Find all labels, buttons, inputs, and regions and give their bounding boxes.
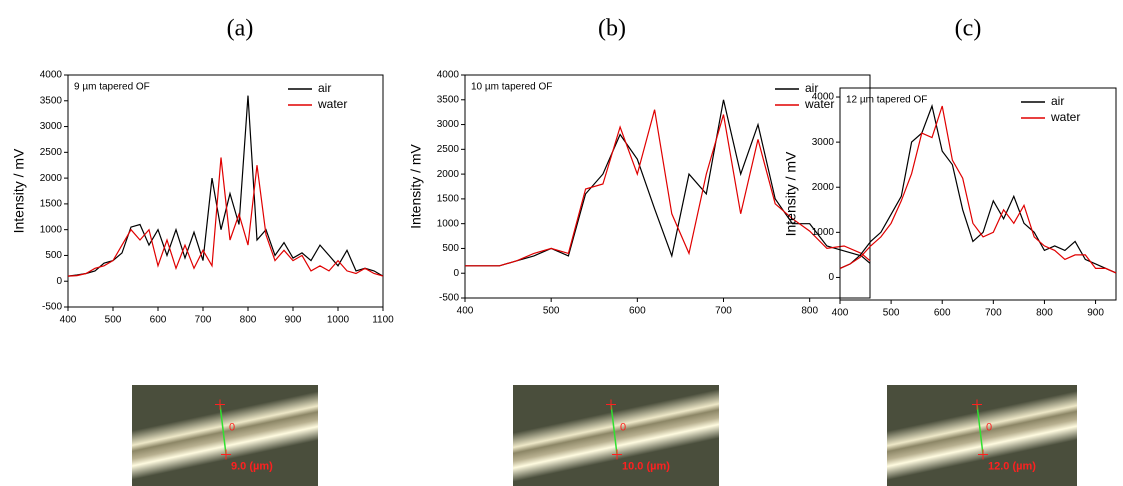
plot-frame [464,74,871,299]
y-tick-label: 1500 [40,199,63,210]
panel-label: (b) [598,16,626,42]
y-axis-title: Intensity / mV [11,148,27,233]
plot-frame [839,87,1117,301]
y-tick-label: 0 [453,268,459,279]
mask-right [318,380,378,486]
y-tick-label: -500 [439,293,459,304]
y-tick-label: 4000 [812,92,835,103]
marker-label: 0 [229,421,235,433]
y-tick-label: 2000 [812,182,835,193]
mask-left [72,380,132,486]
y-tick-label: 3500 [437,94,460,105]
marker-label: 0 [986,421,992,433]
x-tick-label: 500 [105,315,122,326]
scale-caption: 12.0 (µm) [988,460,1036,472]
panel-label: (c) [955,16,982,42]
x-tick-label: 900 [285,315,302,326]
measure-line [976,404,984,455]
x-tick-label: 800 [801,306,818,317]
legend-label: water [804,97,834,111]
scale-caption: 10.0 (µm) [622,460,670,472]
y-tick-label: 0 [828,272,834,283]
annotation: 9 µm tapered OF [74,82,150,93]
y-tick-label: 1000 [437,218,460,229]
mask-left [827,380,887,486]
y-tick-label: 2000 [437,169,460,180]
data-line [839,105,1117,274]
y-tick-label: 2500 [40,147,63,158]
y-tick-label: 3000 [437,119,460,130]
y-tick-label: 1500 [437,194,460,205]
annotation: 12 µm tapered OF [846,95,927,106]
y-tick-label: 500 [442,243,459,254]
x-tick-label: 400 [457,306,474,317]
mask-right [719,380,779,486]
x-tick-label: 900 [1087,308,1104,319]
data-line [465,99,871,267]
y-tick-label: 3000 [40,121,63,132]
data-line [67,157,384,277]
fiber [89,384,361,486]
measure-line [219,404,227,455]
fiber [844,383,1120,486]
data-line [465,109,871,267]
x-tick-label: 600 [629,306,646,317]
measure-line [610,404,618,455]
y-tick-label: 500 [45,250,62,261]
x-tick-label: 500 [883,308,900,319]
y-tick-label: 4000 [40,70,63,81]
y-tick-label: 2500 [437,144,460,155]
plot-clip-group [465,99,871,267]
x-tick-label: 800 [240,315,257,326]
x-tick-label: 1000 [327,315,350,326]
legend-label: water [317,97,347,111]
y-tick-label: 1000 [812,227,835,238]
y-tick-label: 3500 [40,95,63,106]
micrograph-mask [72,325,378,385]
data-line [67,95,384,277]
x-tick-label: 700 [985,308,1002,319]
x-tick-label: 500 [543,306,560,317]
plot-frame [67,74,384,308]
micrograph-mask [827,325,1123,385]
y-tick-label: 0 [56,276,62,287]
y-axis-title: Intensity / mV [783,151,799,236]
marker-label: 0 [620,421,626,433]
y-tick-label: 3000 [812,137,835,148]
x-tick-label: 400 [832,308,849,319]
y-tick-label: 1000 [40,224,63,235]
y-tick-label: 2000 [40,173,63,184]
legend-label: air [318,81,331,95]
y-axis-title: Intensity / mV [408,143,424,228]
panel-label: (a) [227,16,254,42]
plot-clip-group [839,103,1117,274]
x-tick-label: 700 [195,315,212,326]
legend-label: water [1050,110,1080,124]
y-tick-label: 4000 [437,70,460,81]
scale-caption: 9.0 (µm) [231,460,273,472]
x-tick-label: 800 [1036,308,1053,319]
x-tick-label: 700 [715,306,732,317]
data-line [839,103,1117,274]
y-tick-label: -500 [42,302,62,313]
annotation: 10 µm tapered OF [471,82,552,93]
x-tick-label: 600 [934,308,951,319]
micrograph-mask [453,325,779,385]
legend-label: air [805,81,818,95]
x-tick-label: 400 [60,315,77,326]
plot-clip-group [67,95,384,277]
fiber [471,382,761,486]
legend-label: air [1051,94,1064,108]
x-tick-label: 1100 [372,315,394,326]
mask-left [453,380,513,486]
x-tick-label: 600 [150,315,167,326]
mask-right [1077,380,1123,486]
